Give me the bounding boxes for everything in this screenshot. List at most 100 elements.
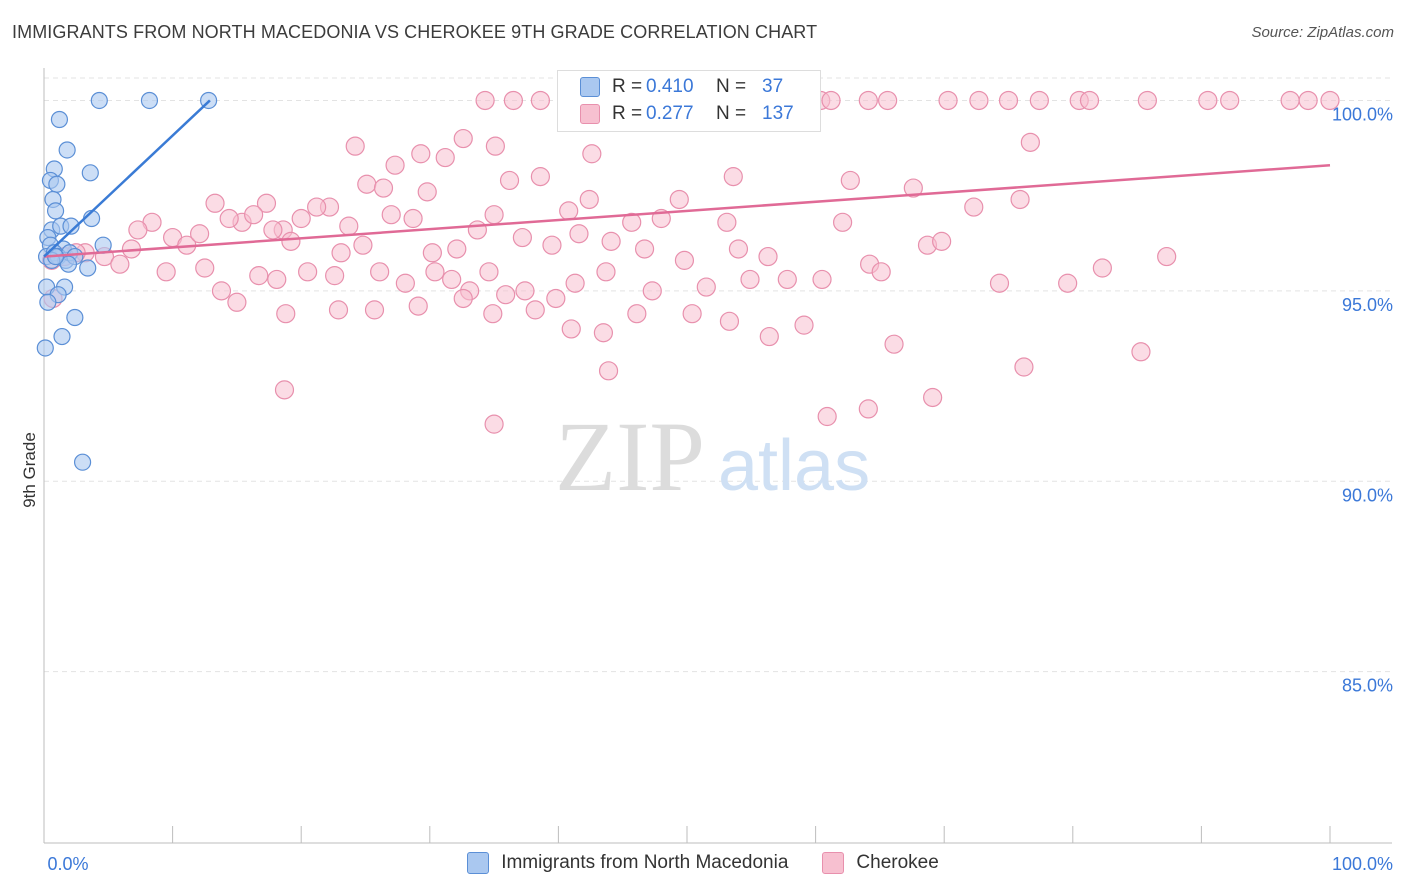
point-macedonia xyxy=(39,293,57,311)
y-tick-label: 90.0% xyxy=(1342,485,1393,505)
y-tick-label: 85.0% xyxy=(1342,676,1393,696)
point-cherokee xyxy=(1020,132,1040,152)
legend-r-value: 0.277 xyxy=(646,103,694,124)
point-cherokee xyxy=(696,277,716,297)
point-cherokee xyxy=(542,235,562,255)
point-cherokee xyxy=(998,90,1019,111)
point-cherokee xyxy=(453,128,473,149)
point-cherokee xyxy=(1058,273,1078,293)
legend-r-label: R = xyxy=(612,76,643,97)
point-cherokee xyxy=(1092,258,1112,278)
point-macedonia xyxy=(62,217,80,235)
point-cherokee xyxy=(339,216,359,236)
chart-source: Source: ZipAtlas.com xyxy=(1251,24,1394,41)
point-cherokee xyxy=(627,304,647,324)
point-cherokee xyxy=(923,387,943,408)
point-cherokee xyxy=(596,262,616,282)
point-macedonia xyxy=(73,453,92,471)
point-cherokee xyxy=(723,167,743,187)
point-cherokee xyxy=(858,90,878,111)
legend-swatch-blue xyxy=(580,77,600,97)
series-legend: Immigrants from North Macedonia Cherokee xyxy=(0,852,1406,874)
point-macedonia xyxy=(90,91,108,110)
point-cherokee xyxy=(565,273,585,293)
data-points xyxy=(36,90,1340,471)
point-cherokee xyxy=(298,262,318,282)
point-cherokee xyxy=(422,243,442,263)
point-cherokee xyxy=(211,281,232,301)
point-cherokee xyxy=(759,326,779,347)
point-cherokee xyxy=(515,281,535,301)
point-cherokee xyxy=(579,189,599,210)
point-cherokee xyxy=(484,414,504,434)
point-cherokee xyxy=(256,193,277,213)
point-cherokee xyxy=(499,170,520,191)
watermark-atlas: atlas xyxy=(718,426,870,506)
legend-item-cherokee[interactable]: Cherokee xyxy=(822,852,939,874)
point-cherokee xyxy=(969,90,989,111)
point-cherokee xyxy=(425,262,445,282)
point-cherokee xyxy=(411,144,431,164)
point-cherokee xyxy=(833,212,853,232)
trend-line-cherokee xyxy=(43,163,1331,258)
point-cherokee xyxy=(525,300,545,320)
point-macedonia xyxy=(48,175,66,193)
point-cherokee xyxy=(485,136,505,156)
legend-item-macedonia[interactable]: Immigrants from North Macedonia xyxy=(467,852,788,874)
point-cherokee xyxy=(227,292,247,312)
legend-label-macedonia: Immigrants from North Macedonia xyxy=(501,852,789,873)
legend-swatch-blue xyxy=(467,852,490,874)
point-cherokee xyxy=(219,208,239,229)
point-cherokee xyxy=(503,90,523,111)
point-cherokee xyxy=(1131,342,1151,362)
legend-n-value: 137 xyxy=(762,103,794,124)
point-cherokee xyxy=(345,136,365,156)
point-cherokee xyxy=(717,212,737,232)
point-cherokee xyxy=(989,273,1010,293)
point-cherokee xyxy=(758,246,778,267)
point-cherokee xyxy=(622,212,642,232)
point-cherokee xyxy=(821,90,841,111)
point-cherokee xyxy=(719,311,740,331)
chart-title: IMMIGRANTS FROM NORTH MACEDONIA VS CHERO… xyxy=(12,22,818,42)
point-cherokee xyxy=(840,170,860,191)
point-cherokee xyxy=(128,220,148,240)
point-cherokee xyxy=(435,147,455,168)
point-cherokee xyxy=(1137,90,1157,111)
point-cherokee xyxy=(447,239,467,259)
point-cherokee xyxy=(1320,90,1340,111)
point-cherokee xyxy=(417,182,437,202)
point-cherokee xyxy=(1280,90,1300,111)
point-cherokee xyxy=(381,205,401,225)
point-cherokee xyxy=(561,319,581,339)
point-cherokee xyxy=(601,231,621,251)
point-cherokee xyxy=(1010,189,1030,210)
point-cherokee xyxy=(364,300,385,320)
gridlines xyxy=(44,77,1392,673)
point-cherokee xyxy=(740,269,760,290)
point-macedonia xyxy=(81,164,99,182)
point-cherokee xyxy=(484,205,504,225)
point-cherokee xyxy=(642,281,662,301)
axes xyxy=(43,68,1392,844)
point-cherokee xyxy=(1079,90,1100,111)
point-cherokee xyxy=(110,254,130,274)
point-cherokee xyxy=(475,90,495,111)
point-cherokee xyxy=(878,90,898,111)
point-cherokee xyxy=(453,288,473,309)
point-cherokee xyxy=(291,208,311,229)
y-tick-label: 100.0% xyxy=(1332,104,1393,124)
point-cherokee xyxy=(205,193,225,213)
point-cherokee xyxy=(559,201,579,221)
legend-n-value: 37 xyxy=(762,76,784,97)
legend-r-value: 0.410 xyxy=(646,76,694,97)
point-cherokee xyxy=(674,250,695,270)
point-cherokee xyxy=(812,269,832,290)
legend-n-label: N = xyxy=(716,103,747,124)
stats-legend: R = 0.410 N = 37 R = 0.277 N = 137 xyxy=(557,70,821,132)
point-cherokee xyxy=(1220,90,1240,111)
point-macedonia xyxy=(58,141,76,159)
point-cherokee xyxy=(1157,246,1177,267)
trend-lines xyxy=(43,99,1331,258)
point-cherokee xyxy=(569,224,589,244)
